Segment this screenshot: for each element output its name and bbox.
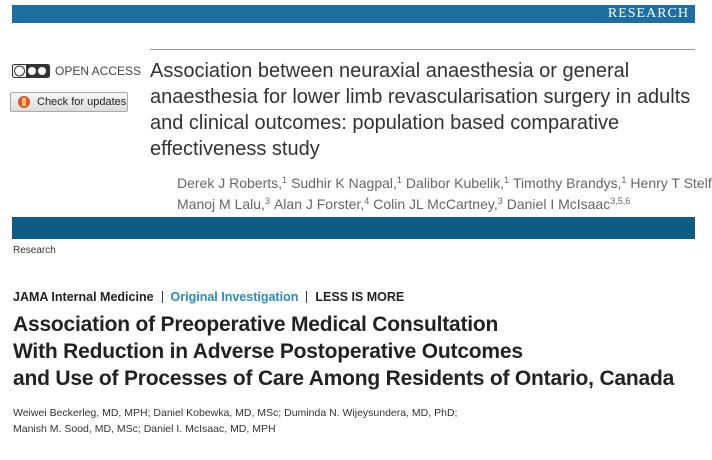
divider	[150, 49, 695, 50]
affiliation: 1	[282, 175, 288, 185]
title-line: With Reduction in Adverse Postoperative …	[13, 340, 523, 363]
author-name: Colin JL McCartney,	[373, 196, 498, 212]
section-bar: RESEARCH	[12, 5, 695, 23]
title-line: effectiveness study	[150, 138, 320, 160]
updates-icon	[18, 96, 30, 108]
bmj-authors: Derek J Roberts,1 Sudhir K Nagpal,1 Dalibo…	[177, 171, 712, 213]
author-name: Timothy Brandys,	[513, 175, 622, 191]
jama-title: Association of Preoperative Medical Cons…	[13, 311, 703, 392]
jama-authors: Weiwei Beckerleg, MD, MPH; Daniel Kobewk…	[13, 405, 457, 437]
author-name: Dalibor Kubelik,	[405, 175, 504, 191]
author-name: Manoj M Lalu,	[177, 196, 265, 212]
series: LESS IS MORE	[315, 290, 405, 304]
author-name: Sudhir K Nagpal,	[291, 175, 397, 191]
author-name: Henry T Stelfox,	[630, 175, 712, 191]
cc-icon	[12, 64, 50, 78]
affiliation: 3	[264, 196, 270, 206]
article-type[interactable]: Original Investigation	[170, 290, 299, 304]
author-line: Derek J Roberts,1 Sudhir K Nagpal,1 Dalibo…	[177, 171, 712, 192]
journal: JAMA Internal Medicine	[13, 290, 154, 304]
author-name: Daniel I McIsaac	[506, 196, 611, 212]
title-line: anaesthesia for lower limb revascularisa…	[150, 86, 691, 108]
title-line: Association between neuraxial anaesthesi…	[150, 60, 630, 82]
affiliation: 4	[364, 196, 370, 206]
affiliation: 3	[497, 196, 503, 206]
bmj-title: Association between neuraxial anaesthesi…	[150, 58, 690, 162]
affiliation: 1	[396, 175, 402, 185]
jama-header: JAMA Internal Medicine Original Investig…	[13, 290, 404, 304]
open-access: OPEN ACCESS	[12, 63, 141, 79]
author-line: Manish M. Sood, MD, MSc; Daniel I. McIsa…	[13, 423, 276, 435]
author-line: Weiwei Beckerleg, MD, MPH; Daniel Kobewk…	[13, 407, 458, 419]
jama-section: Research	[13, 245, 56, 256]
separator-bar	[12, 217, 695, 239]
check-updates-label: Check for updates	[37, 96, 127, 108]
affiliation: 3,5,6	[610, 196, 631, 206]
separator	[161, 291, 163, 303]
title-line: and clinical outcomes: population based …	[150, 112, 620, 134]
title-line: and Use of Processes of Care Among Resid…	[13, 367, 675, 390]
affiliation: 1	[503, 175, 509, 185]
section-label: RESEARCH	[607, 6, 689, 21]
author-name: Derek J Roberts,	[177, 175, 283, 191]
open-access-label: OPEN ACCESS	[55, 64, 142, 78]
author-line: Manoj M Lalu,3 Alan J Forster,4 Colin JL M…	[177, 192, 697, 213]
title-line: Association of Preoperative Medical Cons…	[13, 313, 499, 336]
affiliation: 1	[621, 175, 627, 185]
separator	[306, 291, 308, 303]
check-updates-button[interactable]: Check for updates	[10, 92, 128, 112]
author-name: Alan J Forster,	[273, 196, 365, 212]
